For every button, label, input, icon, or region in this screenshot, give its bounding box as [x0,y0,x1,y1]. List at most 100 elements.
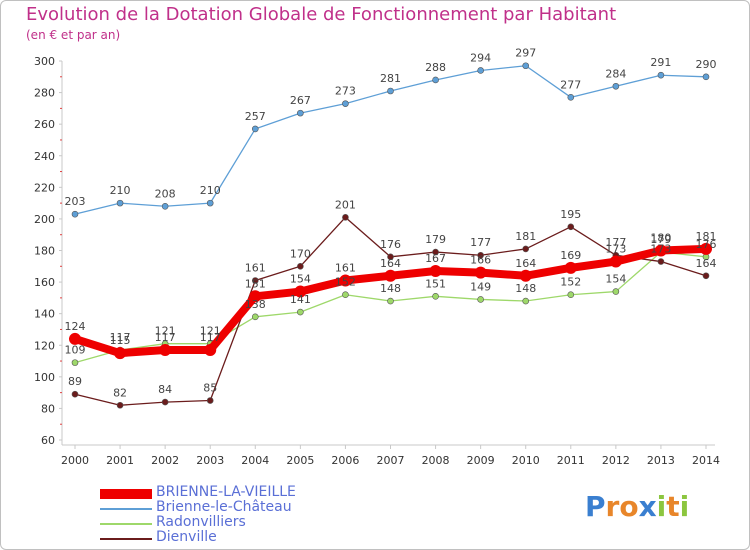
data-point [161,202,169,210]
x-tick-label: 2001 [106,454,134,467]
chart-subtitle: (en € et par an) [26,28,121,42]
data-label: 210 [110,184,131,197]
data-label: 176 [380,238,401,251]
legend-item-brienne-le-chateau: Brienne-le-Château [100,499,360,516]
data-point [477,251,484,259]
legend-swatch-radonvilliers [100,523,152,525]
data-label: 148 [515,282,536,295]
data-point [339,274,352,287]
logo-letter: i [679,490,690,523]
data-point [206,397,214,404]
data-point [567,223,575,231]
data-point [702,272,710,280]
data-point [206,199,214,207]
data-label: 288 [425,61,446,74]
data-point [297,109,304,117]
data-point [477,67,484,74]
data-label: 176 [696,238,717,251]
data-point [251,313,259,321]
data-label: 177 [470,236,491,249]
data-label: 151 [245,277,266,290]
x-tick-label: 2000 [61,454,89,467]
data-point [564,261,577,274]
data-point [342,214,349,221]
data-label: 195 [560,208,581,221]
data-point [612,288,620,295]
data-label: 109 [65,344,86,357]
data-label: 148 [380,282,401,295]
x-tick-label: 2007 [377,454,405,467]
data-point [429,265,442,278]
y-tick-label: 60 [41,434,55,447]
data-label: 152 [560,276,581,289]
data-label: 167 [425,252,446,265]
data-point [251,125,259,133]
proxiti-logo: Proxiti [585,490,689,523]
data-point [249,290,262,303]
data-point [612,82,620,90]
data-point [297,308,304,316]
data-point [116,401,124,409]
data-point [474,266,487,279]
y-tick-label: 200 [34,213,55,226]
data-label: 208 [155,187,176,200]
x-tick-label: 2009 [467,454,495,467]
data-point [519,269,532,282]
legend-item-brienne-la-vieille: BRIENNE-LA-VIEILLE [100,484,360,501]
data-label: 164 [380,257,401,270]
data-point [251,277,259,284]
data-point [387,297,394,305]
data-label: 267 [290,94,311,107]
data-point [114,347,127,360]
data-label: 173 [650,243,671,256]
logo-letter: x [638,490,657,523]
data-point [657,258,665,265]
data-label: 138 [245,298,266,311]
data-point [161,398,169,406]
data-label: 85 [203,382,217,395]
data-label: 82 [113,386,127,399]
data-point [71,359,79,366]
data-point [159,343,172,356]
legend-label: BRIENNE-LA-VIEILLE [156,484,296,500]
y-tick-label: 300 [34,55,55,68]
data-label: 141 [290,293,311,306]
data-point [702,73,710,81]
data-label: 210 [200,184,221,197]
data-point [567,94,575,101]
data-point [116,199,124,207]
data-label: 152 [335,276,356,289]
data-point [387,253,394,261]
logo-letter: i [656,490,667,523]
data-point [294,285,307,298]
data-label: 179 [650,233,671,246]
x-tick-label: 2012 [602,454,630,467]
x-tick-label: 2006 [331,454,359,467]
data-point [522,297,530,305]
data-point [204,343,217,356]
data-label: 179 [425,233,446,246]
x-tick-label: 2013 [647,454,675,467]
data-label: 89 [68,375,82,388]
data-label: 161 [245,262,266,275]
data-label: 121 [155,325,176,338]
data-label: 181 [696,230,717,243]
data-point [654,244,667,257]
data-label: 257 [245,110,266,123]
data-label: 281 [380,72,401,85]
y-tick-label: 180 [34,245,55,258]
data-label: 117 [110,331,131,344]
data-point [522,62,530,70]
legend-swatch-dienville [100,538,152,540]
data-label: 177 [605,236,626,249]
data-point [609,255,622,268]
data-label: 124 [65,320,86,333]
data-point [700,242,712,255]
data-label: 164 [696,257,717,270]
data-label: 180 [650,232,671,245]
y-tick-label: 280 [34,87,55,100]
data-point [297,262,304,270]
data-label: 121 [200,325,221,338]
data-point [432,76,439,84]
